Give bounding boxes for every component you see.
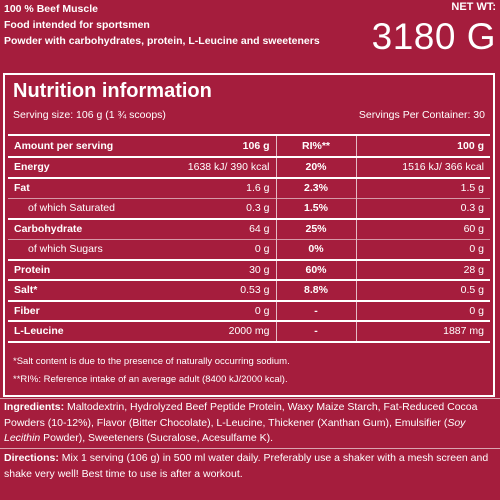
- row-per-100: 60 g: [356, 217, 490, 239]
- row-per-serving: 2000 mg: [166, 320, 277, 343]
- directions-text: Mix 1 serving (106 g) in 500 ml water da…: [4, 452, 489, 480]
- table-row: Protein 30 g 60% 28 g: [8, 258, 490, 280]
- row-label: Energy: [8, 156, 166, 178]
- row-per-100: 0 g: [356, 299, 490, 321]
- table-row: of which Saturated 0.3 g 1.5% 0.3 g: [8, 197, 490, 219]
- nutrition-panel: Nutrition information Serving size: 106 …: [3, 73, 495, 397]
- directions-block: Directions: Mix 1 serving (106 g) in 500…: [4, 451, 496, 482]
- footnote-ri: **RI%: Reference intake of an average ad…: [13, 374, 288, 385]
- row-label: Carbohydrate: [8, 217, 166, 239]
- row-label: of which Saturated: [8, 197, 166, 219]
- row-per-100: 1.5 g: [356, 176, 490, 198]
- product-type: Powder with carbohydrates, protein, L-Le…: [4, 35, 320, 47]
- row-label: Fat: [8, 176, 166, 198]
- row-label: of which Sugars: [8, 238, 166, 260]
- row-per-100: 0 g: [356, 238, 490, 260]
- row-ri: 8.8%: [276, 279, 357, 301]
- row-per-serving: 0 g: [166, 299, 277, 321]
- row-per-serving: 0 g: [166, 238, 277, 260]
- ingredients-block: Ingredients: Maltodextrin, Hydrolyzed Be…: [4, 400, 496, 447]
- divider: [0, 448, 500, 449]
- row-per-serving: 64 g: [166, 217, 277, 239]
- header-amount: Amount per serving: [8, 134, 166, 158]
- row-per-100: 28 g: [356, 258, 490, 280]
- row-ri: -: [276, 299, 357, 321]
- row-ri: 2.3%: [276, 176, 357, 198]
- net-weight-label: NET WT:: [451, 1, 496, 13]
- table-row: of which Sugars 0 g 0% 0 g: [8, 238, 490, 260]
- row-per-serving: 1.6 g: [166, 176, 277, 198]
- net-weight-value: 3180 G: [371, 16, 496, 57]
- row-ri: -: [276, 320, 357, 343]
- row-ri: 60%: [276, 258, 357, 280]
- header-per-serving: 106 g: [166, 134, 277, 158]
- row-per-100: 0.3 g: [356, 197, 490, 219]
- row-label: Protein: [8, 258, 166, 280]
- table-row: Energy 1638 kJ/ 390 kcal 20% 1516 kJ/ 36…: [8, 156, 490, 178]
- ingredients-text-end: Powder), Sweeteners (Sucralose, Acesulfa…: [40, 432, 274, 444]
- row-per-serving: 30 g: [166, 258, 277, 280]
- footnote-salt: *Salt content is due to the presence of …: [13, 356, 290, 367]
- divider: [0, 398, 500, 399]
- table-row: Fat 1.6 g 2.3% 1.5 g: [8, 176, 490, 198]
- row-per-100: 0.5 g: [356, 279, 490, 301]
- row-ri: 25%: [276, 217, 357, 239]
- servings-per-container: Servings Per Container: 30: [358, 109, 485, 121]
- header-per-100: 100 g: [356, 134, 490, 158]
- row-per-serving: 1638 kJ/ 390 kcal: [166, 156, 277, 178]
- row-label: Salt*: [8, 279, 166, 301]
- row-ri: 20%: [276, 156, 357, 178]
- table-row: Salt* 0.53 g 8.8% 0.5 g: [8, 279, 490, 301]
- nutrition-title: Nutrition information: [13, 80, 212, 102]
- product-purpose: Food intended for sportsmen: [4, 19, 150, 31]
- nutrition-table: Amount per serving 106 g RI%** 100 g Ene…: [8, 134, 490, 343]
- product-header: 100 % Beef Muscle Food intended for spor…: [4, 1, 496, 61]
- ingredients-label: Ingredients:: [4, 401, 65, 413]
- row-per-serving: 0.53 g: [166, 279, 277, 301]
- header-ri: RI%**: [276, 134, 357, 158]
- row-ri: 1.5%: [276, 197, 357, 219]
- product-description: 100 % Beef Muscle Food intended for spor…: [4, 1, 320, 49]
- table-row: Fiber 0 g - 0 g: [8, 299, 490, 321]
- row-label: L-Leucine: [8, 320, 166, 343]
- table-row: Carbohydrate 64 g 25% 60 g: [8, 217, 490, 239]
- product-name: 100 % Beef Muscle: [4, 3, 98, 15]
- serving-size: Serving size: 106 g (1 ¾ scoops): [13, 109, 166, 121]
- table-row: L-Leucine 2000 mg - 1887 mg: [8, 320, 490, 343]
- row-ri: 0%: [276, 238, 357, 260]
- directions-label: Directions:: [4, 452, 59, 464]
- row-label: Fiber: [8, 299, 166, 321]
- row-per-100: 1516 kJ/ 366 kcal: [356, 156, 490, 178]
- row-per-100: 1887 mg: [356, 320, 490, 343]
- ingredients-text: Maltodextrin, Hydrolyzed Beef Peptide Pr…: [4, 401, 478, 429]
- row-per-serving: 0.3 g: [166, 197, 277, 219]
- table-header-row: Amount per serving 106 g RI%** 100 g: [8, 134, 490, 158]
- ingredients-italic: Soy Lecithin: [4, 416, 466, 445]
